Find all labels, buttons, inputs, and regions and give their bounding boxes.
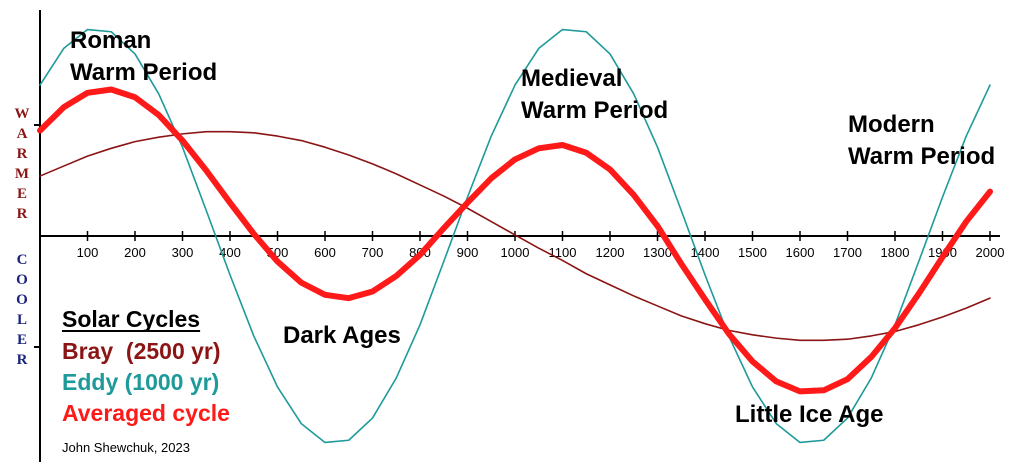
x-tick-label: 1100 [549, 245, 577, 260]
annotation: Little Ice Age [735, 401, 883, 428]
annotation: Warm Period [70, 59, 217, 86]
credit: John Shewchuk, 2023 [62, 440, 190, 455]
annotation: Roman [70, 27, 151, 54]
x-tick-label: 700 [362, 245, 384, 260]
x-tick-label: 2000 [976, 245, 1005, 260]
legend-entry: Bray (2500 yr) [62, 338, 221, 364]
x-tick-label: 100 [77, 245, 99, 260]
warmer-label: WARMER [14, 106, 30, 226]
series-line [37, 86, 993, 395]
annotation: Dark Ages [283, 322, 401, 349]
x-tick-label: 400 [219, 245, 241, 260]
x-tick-label: 600 [314, 245, 336, 260]
annotation: Warm Period [848, 143, 995, 170]
x-tick-label: 200 [124, 245, 146, 260]
legend-entry: Averaged cycle [62, 400, 230, 426]
x-tick-label: 900 [457, 245, 479, 260]
x-tick-label: 300 [172, 245, 194, 260]
series-line [39, 28, 991, 444]
legend-title: Solar Cycles [62, 306, 200, 332]
x-tick-label: 1500 [738, 245, 767, 260]
annotation: Warm Period [521, 97, 668, 124]
x-tick-label: 1300 [643, 245, 672, 260]
series-line [39, 130, 991, 342]
annotation: Modern [848, 111, 935, 138]
x-tick-label: 1200 [596, 245, 625, 260]
legend-entry: Eddy (1000 yr) [62, 369, 219, 395]
annotation: Medieval [521, 65, 622, 92]
x-tick-label: 1600 [786, 245, 815, 260]
x-tick-label: 1700 [833, 245, 862, 260]
x-tick-label: 1800 [881, 245, 910, 260]
x-tick-label: 1000 [501, 245, 530, 260]
cooler-label: COOLER [14, 252, 30, 372]
